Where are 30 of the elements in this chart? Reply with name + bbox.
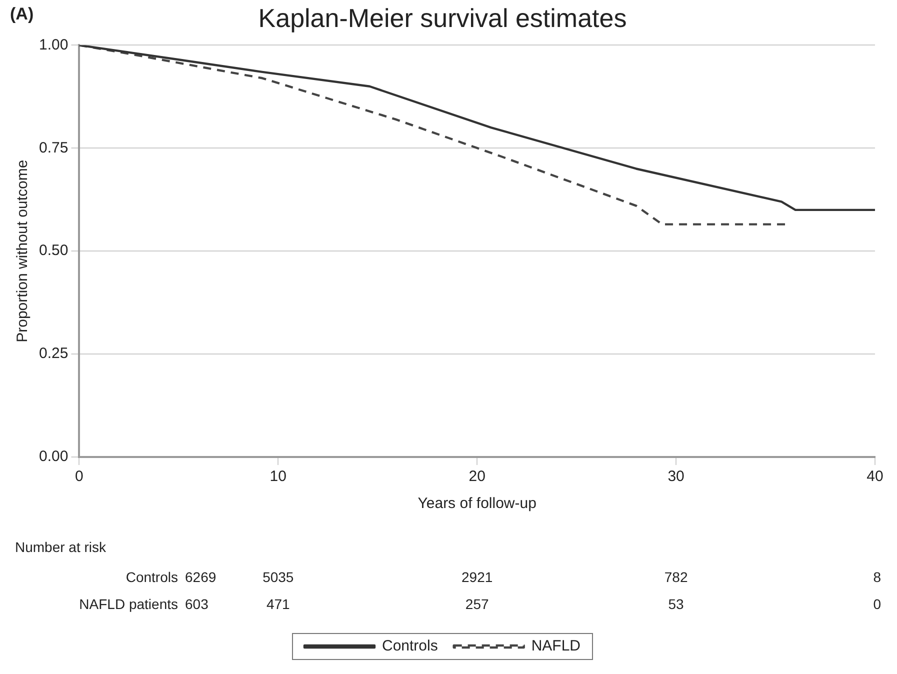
text: 2921 [462,568,493,585]
y-tick-label: 0.75 [38,139,68,156]
x-tick-label: 10 [270,468,286,486]
x-tick-label: 30 [668,468,684,486]
chart-title: Kaplan-Meier survival estimates [258,2,627,33]
text: Number at risk [15,538,108,555]
text: 257 [465,596,489,612]
text: 53 [668,596,684,612]
line-series [79,45,787,226]
y-axis-title: Proportion without outcome [14,160,32,342]
y-tick-label: 0.00 [38,448,68,466]
text: NAFLD patients [79,596,178,612]
text: 8 [873,568,882,585]
text: (A) [10,4,34,24]
x-tick-label: 0 [75,468,84,486]
x-axis-title: Years of follow-up [418,495,536,512]
text: 0 [873,596,882,612]
y-tick-label: 0.50 [38,242,68,260]
y-tick-label: 1.00 [38,36,68,54]
text: 471 [266,596,290,612]
y-tick-label: 0.25 [38,345,68,362]
text: 5035 [262,568,294,585]
text: Controls [126,568,178,585]
legend-label: Controls [382,638,438,655]
text: 782 [664,568,688,585]
legend-label: NAFLD [531,638,581,655]
x-tick-label: 40 [866,468,884,486]
x-tick-label: 20 [468,468,486,486]
text: 603 [185,596,209,612]
text: 6269 [185,568,216,585]
